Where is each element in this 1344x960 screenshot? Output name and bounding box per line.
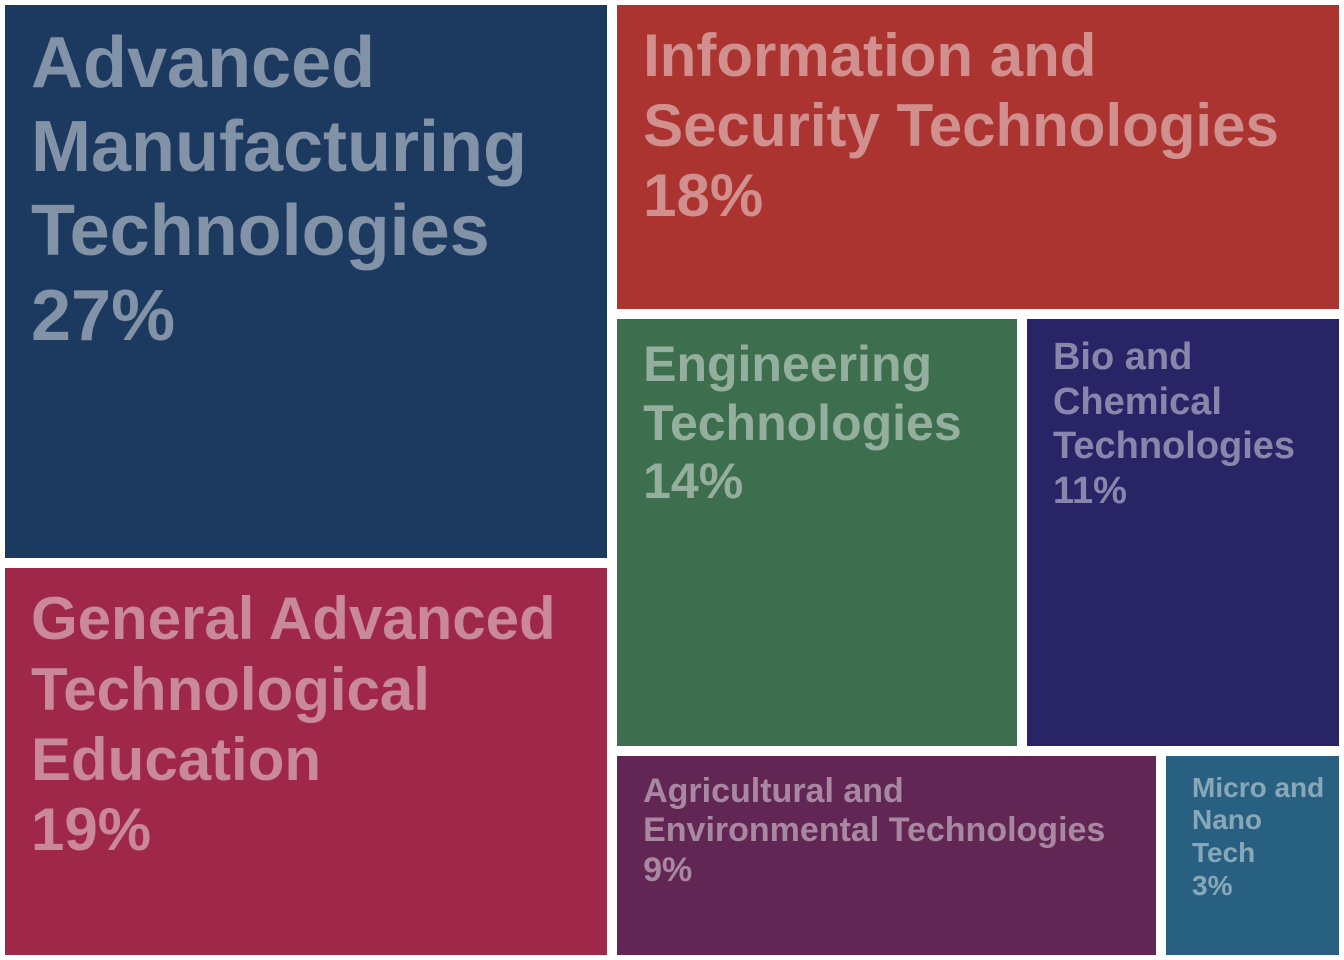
category-label: General Advanced Technological Education xyxy=(31,585,556,793)
treemap-tile: General Advanced Technological Education… xyxy=(5,568,608,955)
tile-label: Information and Security Technologies 18% xyxy=(643,21,1331,232)
tile-label: General Advanced Technological Education… xyxy=(31,584,599,865)
category-label: Agricultural and Environmental Technolog… xyxy=(643,771,1106,850)
treemap-tile: Bio and Chemical Technologies 11% xyxy=(1026,319,1339,746)
tile-label: Micro and Nano Tech 3% xyxy=(1192,772,1331,903)
value-label: 14% xyxy=(643,453,744,510)
category-label: Engineering Technologies xyxy=(643,336,962,451)
category-label: Advanced Manufacturing Technologies xyxy=(31,23,527,272)
value-label: 27% xyxy=(31,275,176,356)
value-label: 18% xyxy=(643,162,764,230)
value-label: 3% xyxy=(1192,869,1233,901)
value-label: 11% xyxy=(1052,469,1127,512)
value-label: 9% xyxy=(643,851,693,890)
treemap-tile: Engineering Technologies 14% xyxy=(617,319,1017,746)
treemap-tile: Information and Security Technologies 18% xyxy=(617,5,1339,310)
treemap-tile: Micro and Nano Tech 3% xyxy=(1166,755,1339,955)
treemap-tile: Agricultural and Environmental Technolog… xyxy=(617,755,1157,955)
treemap-tile: Advanced Manufacturing Technologies 27% xyxy=(5,5,608,559)
tile-label: Advanced Manufacturing Technologies 27% xyxy=(31,21,599,358)
tile-label: Engineering Technologies 14% xyxy=(643,335,1009,511)
tile-label: Agricultural and Environmental Technolog… xyxy=(643,772,1148,891)
category-label: Information and Security Technologies xyxy=(643,22,1279,160)
tile-label: Bio and Chemical Technologies 11% xyxy=(1053,335,1331,513)
category-label: Bio and Chemical Technologies xyxy=(1052,336,1296,468)
category-label: Micro and Nano Tech xyxy=(1192,771,1325,869)
value-label: 19% xyxy=(31,796,152,864)
